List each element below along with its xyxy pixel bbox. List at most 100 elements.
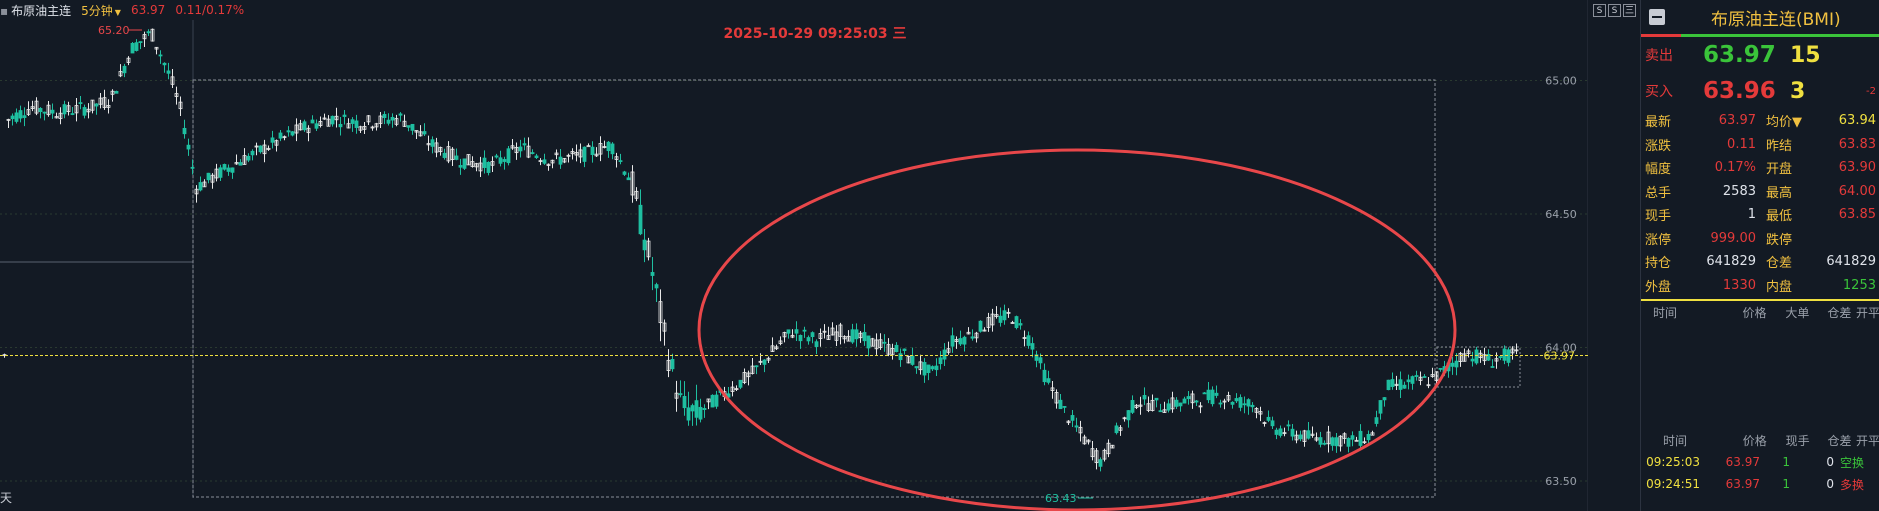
stat-label: 涨停 (1645, 232, 1672, 248)
candle-body (1386, 379, 1391, 391)
candle-body (898, 353, 903, 361)
candle-body (302, 121, 307, 131)
candle-body (818, 333, 823, 339)
stats-row: 持仓 641829 仓差 641829 (1641, 250, 1879, 274)
candle-body (86, 108, 91, 113)
selection-box-small (1436, 346, 1521, 388)
candle-body (666, 359, 671, 371)
period-selector[interactable]: 5分钟 ▼ (81, 2, 121, 19)
candle-body (218, 167, 223, 178)
candle-body (262, 144, 267, 155)
candle-body (14, 112, 19, 122)
candle-body (862, 332, 867, 342)
window-button-3[interactable]: 三 (1623, 4, 1636, 17)
candle-body (482, 157, 487, 168)
candle-body (858, 332, 863, 339)
candle-body (710, 394, 715, 408)
candle-body (1282, 432, 1287, 435)
candle-body (342, 114, 347, 117)
candle-body (110, 90, 115, 95)
candle-body (510, 145, 515, 149)
candle-body (1482, 354, 1487, 362)
candle-body (506, 148, 511, 164)
window-button-2[interactable]: S (1608, 4, 1621, 17)
stat-label: 最新 (1645, 115, 1672, 131)
candle-body (1046, 378, 1051, 383)
candle-body (326, 118, 331, 127)
collapse-button[interactable] (1649, 9, 1665, 25)
sell-volume: 15 (1790, 42, 1821, 68)
candle-body (314, 123, 319, 129)
tick-type: 多换 (1839, 477, 1864, 492)
candle-body (1058, 399, 1063, 410)
candle-body (454, 155, 459, 160)
candle-body (1366, 434, 1371, 441)
stats-row: 幅度 0.17% 开盘 63.90 (1641, 156, 1879, 180)
candle-body (802, 329, 807, 332)
candle-body (878, 339, 883, 348)
current-price-label: 63.97 (1544, 350, 1576, 363)
buy-label: 买入 (1645, 84, 1673, 100)
tick-row: 09:25:03 63.97 1 0 空换 (1641, 451, 1879, 473)
col-price: 价格 (1742, 433, 1767, 448)
stat-value: 1330 (1722, 277, 1756, 293)
candle-body (634, 190, 639, 199)
candle-body (558, 156, 563, 165)
candle-body (602, 146, 607, 148)
candle-body (1378, 400, 1383, 414)
tick-row: 09:24:51 63.97 1 0 多换 (1641, 473, 1879, 495)
tick-table-header: 时间 价格 现手 仓差 开平 (1641, 429, 1879, 451)
col-time: 时间 (1653, 305, 1678, 320)
candle-body (1030, 343, 1035, 350)
candle-body (1306, 430, 1311, 439)
big-order-list (1641, 323, 1879, 429)
candle-body (1434, 371, 1439, 382)
stat-label: 现手 (1645, 209, 1672, 225)
chart-canvas[interactable]: 65.0064.5064.0063.5063.9765.2063.432025-… (0, 0, 1588, 511)
candle-body (774, 346, 779, 350)
y-axis-tick-label: 64.00 (1545, 342, 1577, 355)
candlestick-chart[interactable]: 65.00 64.50 64.00 63.50 63.97 65.20 63.43 2025-… (0, 0, 1588, 511)
candle-body (1026, 335, 1031, 346)
window-button-1[interactable]: S (1593, 4, 1606, 17)
candle-body (346, 123, 351, 129)
candle-body (1470, 358, 1475, 362)
candle-body (962, 336, 967, 345)
candle-body (70, 113, 75, 115)
sell-quote-row: 卖出 63.97 15 (1641, 37, 1879, 73)
candle-body (1314, 437, 1319, 441)
stat-label: 仓差 (1766, 256, 1793, 272)
candle-body (1010, 322, 1015, 324)
stats-row: 最新 63.97 均价▼ 63.94 (1641, 109, 1879, 133)
stats-row: 涨跌 0.11 昨结 63.83 (1641, 133, 1879, 157)
candle-body (590, 146, 595, 155)
candle-body (478, 162, 483, 172)
candle-body (794, 329, 799, 334)
candle-body (890, 348, 895, 356)
stat-label: 最高 (1766, 185, 1793, 201)
candle-body (622, 171, 627, 175)
candle-body (1254, 408, 1259, 413)
stat-label: 均价▼ (1766, 115, 1802, 131)
candle-body (906, 355, 911, 364)
candle-body (1194, 400, 1199, 403)
instrument-selector[interactable]: ▪ 布原油主连 (0, 2, 71, 19)
sell-price: 63.97 (1703, 42, 1776, 68)
candle-body (226, 167, 231, 172)
candle-body (210, 174, 215, 183)
candle-body (994, 314, 999, 317)
candle-body (466, 154, 471, 166)
candle-body (450, 148, 455, 161)
candle-body (462, 158, 467, 169)
stat-value: 1 (1747, 207, 1756, 223)
candle-body (154, 46, 159, 50)
candle-body (258, 145, 263, 153)
candle-body (1218, 402, 1223, 405)
candle-body (1258, 411, 1263, 415)
candle-body (382, 114, 387, 119)
candle-body (1042, 369, 1047, 383)
candle-body (1122, 417, 1127, 420)
col-time: 时间 (1663, 433, 1688, 448)
candle-body (1290, 428, 1295, 437)
candle-body (354, 120, 359, 128)
